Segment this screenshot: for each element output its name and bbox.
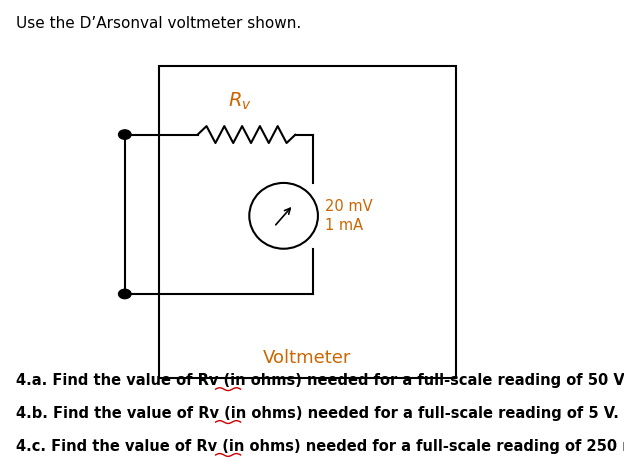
Text: $R_v$: $R_v$ xyxy=(228,91,252,112)
Circle shape xyxy=(119,289,131,298)
Text: Use the D’Arsonval voltmeter shown.: Use the D’Arsonval voltmeter shown. xyxy=(16,16,301,31)
Text: 4.c. Find the value of Rv (in ohms) needed for a full-scale reading of 250 mV.: 4.c. Find the value of Rv (in ohms) need… xyxy=(16,439,624,454)
Text: Voltmeter: Voltmeter xyxy=(263,349,351,367)
Circle shape xyxy=(119,130,131,139)
Text: 4.b. Find the value of Rv (in ohms) needed for a full-scale reading of 5 V.: 4.b. Find the value of Rv (in ohms) need… xyxy=(16,406,618,421)
Text: 4.a. Find the value of Rv (in ohms) needed for a full-scale reading of 50 V.: 4.a. Find the value of Rv (in ohms) need… xyxy=(16,373,624,388)
Bar xyxy=(159,66,456,378)
Ellipse shape xyxy=(250,183,318,249)
Text: 1 mA: 1 mA xyxy=(326,218,364,233)
Text: 20 mV: 20 mV xyxy=(326,199,373,214)
